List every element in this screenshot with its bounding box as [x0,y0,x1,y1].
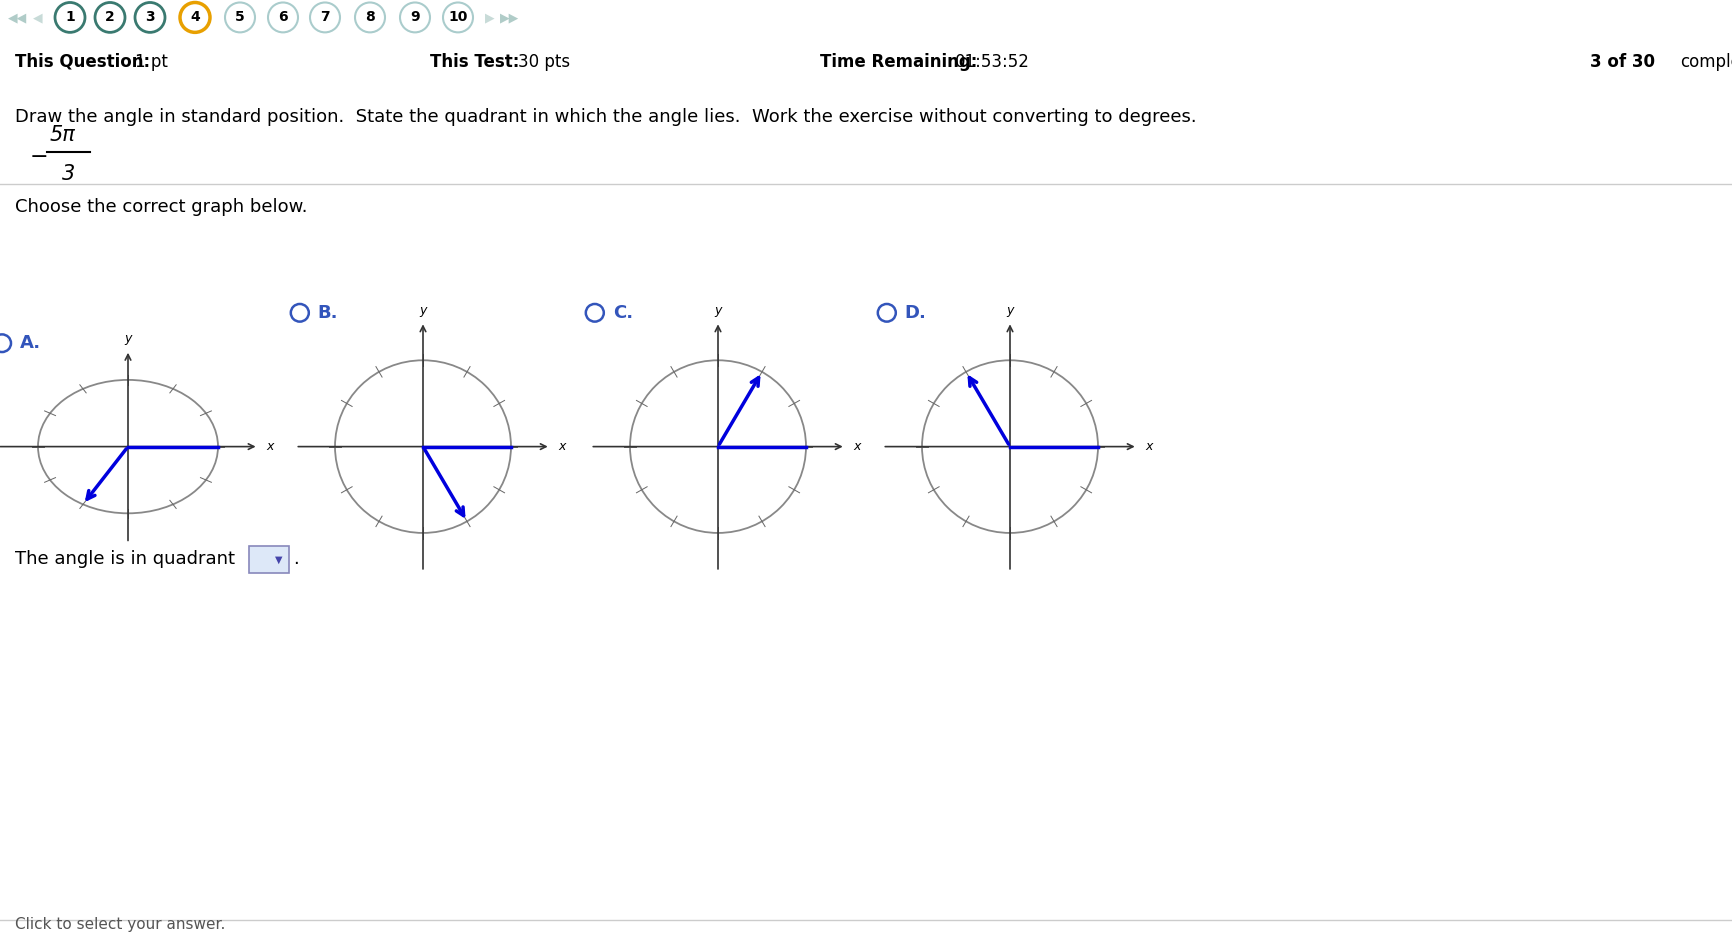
Text: ▼: ▼ [275,555,282,564]
Text: C.: C. [613,304,632,322]
Text: 6: 6 [279,10,288,24]
Text: ◀◀: ◀◀ [9,11,28,24]
Text: 4: 4 [191,10,199,24]
Text: .: . [293,550,298,568]
Ellipse shape [443,3,473,32]
Text: The angle is in quadrant: The angle is in quadrant [16,550,236,568]
Text: 5π: 5π [50,125,76,145]
Ellipse shape [400,3,430,32]
Text: 5: 5 [236,10,244,24]
Text: 3: 3 [62,164,74,184]
Text: 30 pts: 30 pts [518,53,570,71]
Text: complet: complet [1680,53,1732,71]
Text: 1 pt: 1 pt [135,53,168,71]
Text: y: y [1006,303,1013,317]
Text: y: y [125,332,132,345]
Text: Choose the correct graph below.: Choose the correct graph below. [16,199,308,217]
Text: 9: 9 [410,10,419,24]
Ellipse shape [225,3,255,32]
Text: 3: 3 [145,10,154,24]
Text: −: − [29,147,48,168]
Text: x: x [267,440,274,453]
Ellipse shape [95,3,125,32]
Ellipse shape [55,3,85,32]
Text: Draw the angle in standard position.  State the quadrant in which the angle lies: Draw the angle in standard position. Sta… [16,108,1197,126]
Text: x: x [1145,440,1154,453]
Text: y: y [419,303,426,317]
Text: x: x [559,440,566,453]
Text: x: x [854,440,861,453]
Text: ◀: ◀ [33,11,43,24]
FancyBboxPatch shape [249,545,289,573]
Text: 8: 8 [365,10,374,24]
Text: 7: 7 [320,10,329,24]
Ellipse shape [268,3,298,32]
Text: A.: A. [21,334,42,352]
Ellipse shape [135,3,165,32]
Text: ▶▶: ▶▶ [501,11,520,24]
Text: Click to select your answer.: Click to select your answer. [16,918,225,933]
Ellipse shape [310,3,339,32]
Text: Time Remaining:: Time Remaining: [819,53,977,71]
Text: B.: B. [317,304,338,322]
Text: ▶: ▶ [485,11,495,24]
Text: 3 of 30: 3 of 30 [1590,53,1656,71]
Ellipse shape [180,3,210,32]
Text: y: y [714,303,722,317]
Ellipse shape [355,3,385,32]
Text: 10: 10 [449,10,468,24]
Text: This Question:: This Question: [16,53,151,71]
Text: This Test:: This Test: [430,53,520,71]
Text: 2: 2 [106,10,114,24]
Text: D.: D. [904,304,927,322]
Text: 1: 1 [66,10,74,24]
Text: 01:53:52: 01:53:52 [954,53,1031,71]
